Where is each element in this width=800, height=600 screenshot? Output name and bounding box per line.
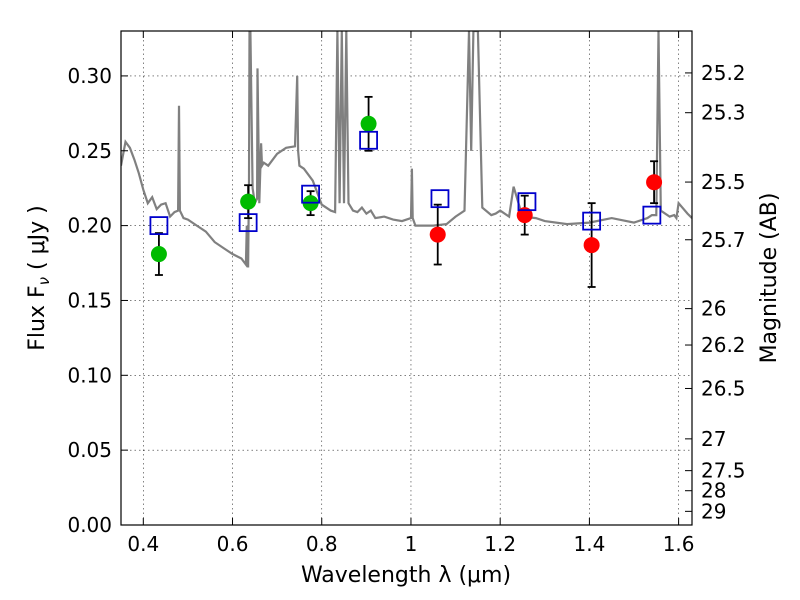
x-tick-label: 1 <box>405 532 418 556</box>
magnitude-axis-label: Magnitude (AB) <box>757 193 782 364</box>
model-photometry-point <box>517 192 537 212</box>
y-tick-label: 0.10 <box>67 363 112 387</box>
y-axis-ticks: 0.00 0.05 0.10 0.15 0.20 0.25 0.30 <box>67 64 128 537</box>
model-photometry-point <box>238 213 258 233</box>
y-tick-label: 0.05 <box>67 438 112 462</box>
observed-point <box>360 115 377 132</box>
plot-frame <box>120 30 693 526</box>
x-tick-label: 0.8 <box>306 532 338 556</box>
magnitude-tick-label: 29 <box>701 499 726 523</box>
y-tick-label: 0.25 <box>67 139 112 163</box>
y-axis-label-main: Flux F <box>25 285 50 350</box>
x-tick-label: 1.6 <box>663 532 695 556</box>
plot-area <box>121 31 692 288</box>
y-tick-label: 0.20 <box>67 214 112 238</box>
model-photometry-point <box>301 184 320 204</box>
x-axis-ticks: 0.4 0.6 0.8 1 1.2 1.4 1.6 <box>127 31 695 556</box>
model-photometry-point <box>359 130 378 150</box>
y-tick-label: 0.15 <box>67 288 112 312</box>
magnitude-tick-label: 26 <box>701 297 726 321</box>
magnitude-tick-label: 25.2 <box>701 61 746 85</box>
y-axis-label-sub: ν <box>35 277 53 285</box>
magnitude-tick-label: 26.5 <box>701 376 746 400</box>
magnitude-tick-label: 27.5 <box>701 459 746 483</box>
errorbars <box>154 95 659 288</box>
magnitude-tick-label: 26.2 <box>701 333 746 357</box>
model-photometry-point <box>642 205 662 225</box>
y-tick-label: 0.30 <box>67 64 112 88</box>
y-axis-label-unit: ( μJy ) <box>25 205 50 277</box>
model-photometry-point <box>430 189 450 209</box>
y-tick-label: 0.00 <box>67 513 112 537</box>
grid-lines <box>121 31 692 526</box>
magnitude-tick-label: 25.7 <box>701 228 746 252</box>
model-photometry-points <box>149 130 662 236</box>
observed-point <box>150 246 167 263</box>
x-tick-label: 1.4 <box>573 532 605 556</box>
observed-point <box>240 193 257 210</box>
y-axis-label: Flux Fν ( μJy ) <box>25 205 53 350</box>
magnitude-tick-label: 28 <box>701 479 726 503</box>
magnitude-tick-label: 25.3 <box>701 101 746 125</box>
x-tick-label: 0.4 <box>127 532 159 556</box>
observed-point <box>583 237 600 254</box>
x-tick-label: 1.2 <box>484 532 516 556</box>
observed-point <box>516 207 533 224</box>
magnitude-tick-label: 27 <box>701 427 726 451</box>
observed-points <box>150 115 663 263</box>
model-spectrum-line <box>121 31 692 268</box>
magnitude-tick-label: 25.5 <box>701 170 746 194</box>
x-axis-label: Wavelength λ (μm) <box>301 563 511 588</box>
model-photometry-point <box>149 216 169 236</box>
model-photometry-point <box>582 211 602 231</box>
observed-point <box>429 226 446 243</box>
x-tick-label: 0.6 <box>217 532 249 556</box>
observed-point <box>646 174 663 191</box>
